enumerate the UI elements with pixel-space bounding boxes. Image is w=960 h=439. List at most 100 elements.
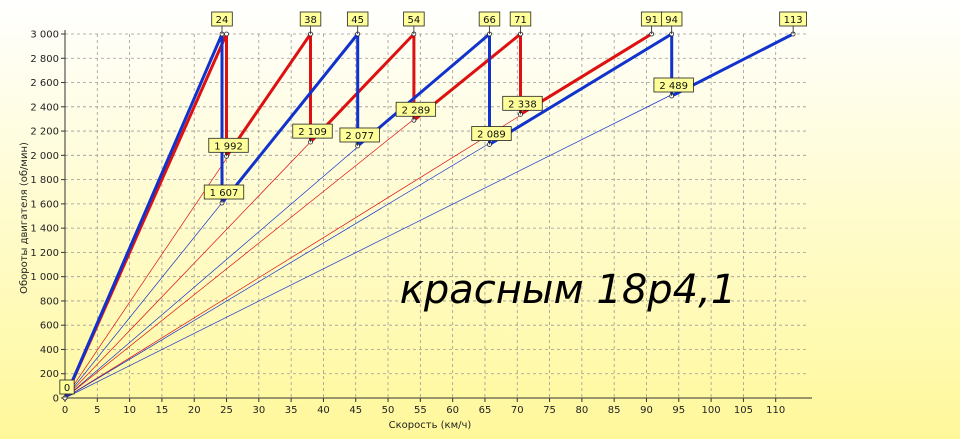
data-label-box bbox=[509, 11, 532, 27]
x-tick-label: 110 bbox=[766, 405, 785, 416]
data-label-text: 71 bbox=[514, 15, 527, 26]
x-tick-label: 60 bbox=[446, 405, 459, 416]
x-tick-label: 50 bbox=[382, 405, 395, 416]
data-label-box bbox=[403, 11, 425, 27]
y-tick-label: 800 bbox=[40, 296, 59, 307]
data-label-box bbox=[299, 11, 322, 27]
data-label-2489: 2 489 bbox=[653, 77, 694, 97]
x-tick-label: 55 bbox=[414, 405, 427, 416]
data-point-red bbox=[224, 31, 229, 37]
data-label-text: 2 289 bbox=[402, 105, 431, 116]
y-tick-label: 1 000 bbox=[30, 272, 59, 283]
data-label-box bbox=[779, 11, 807, 27]
data-label-box bbox=[660, 11, 683, 27]
x-tick-label: 105 bbox=[734, 405, 753, 416]
data-label-text: 45 bbox=[351, 15, 364, 26]
data-label-text: 24 bbox=[216, 15, 229, 26]
data-label-text: 66 bbox=[483, 15, 496, 26]
data-label-text: 2 489 bbox=[659, 81, 688, 92]
y-tick-label: 3 000 bbox=[30, 30, 59, 41]
y-axis-label: Обороты двигателя (об/мин) bbox=[19, 142, 30, 294]
data-label-text: 1 992 bbox=[214, 141, 243, 152]
data-label-text: 113 bbox=[784, 15, 803, 26]
data-label-text: 2 089 bbox=[477, 130, 506, 141]
series-blue bbox=[63, 32, 794, 399]
y-tick-label: 1 400 bbox=[30, 224, 59, 235]
y-tick-label: 2 000 bbox=[30, 151, 59, 162]
series-red bbox=[63, 32, 653, 399]
x-axis-label: Скорость (км/ч) bbox=[389, 420, 472, 431]
data-label-box bbox=[502, 95, 543, 111]
data-label-24: 24 bbox=[211, 11, 233, 34]
tick-labels: 0 5 10 15 20 25 30 35 40 45 50 55 60 65 70 75 80 85 90 95 10… bbox=[30, 30, 785, 417]
x-tick-label: 25 bbox=[220, 405, 233, 416]
data-label-box bbox=[653, 77, 694, 93]
y-tick-label: 600 bbox=[40, 321, 59, 332]
data-label-2338: 2 338 bbox=[502, 95, 543, 115]
data-label-2077: 2 077 bbox=[339, 127, 380, 146]
data-label-2089: 2 089 bbox=[471, 126, 512, 145]
data-label-1607: 1 607 bbox=[203, 184, 245, 204]
x-tick-label: 80 bbox=[576, 405, 589, 416]
data-label-38: 38 bbox=[299, 11, 322, 34]
y-tick-label: 1 200 bbox=[30, 248, 59, 259]
x-tick-label: 100 bbox=[702, 405, 721, 416]
data-label-text: 2 338 bbox=[508, 99, 537, 110]
data-label-text: 94 bbox=[665, 15, 678, 26]
data-labels: 24 38 45 54 66 71 91 94 113 1 992 1 607 2 109 2 077 2… bbox=[59, 11, 807, 398]
data-label-text: 0 bbox=[64, 383, 70, 394]
data-label-box bbox=[59, 379, 75, 395]
annotation-text: красным 18р4,1 bbox=[400, 267, 737, 313]
y-tick-label: 1 600 bbox=[30, 199, 59, 210]
data-label-1992: 1 992 bbox=[208, 137, 249, 157]
data-label-0: 0 bbox=[59, 379, 75, 398]
x-tick-label: 5 bbox=[94, 405, 100, 416]
y-tick-label: 2 800 bbox=[30, 54, 59, 65]
x-tick-label: 0 bbox=[62, 405, 68, 416]
data-label-text: 91 bbox=[645, 15, 658, 26]
x-tick-label: 35 bbox=[285, 405, 298, 416]
data-label-2289: 2 289 bbox=[395, 101, 437, 121]
x-tick-label: 70 bbox=[511, 405, 524, 416]
x-tick-label: 65 bbox=[479, 405, 492, 416]
data-label-45: 45 bbox=[346, 11, 369, 34]
x-tick-label: 10 bbox=[123, 405, 136, 416]
data-label-box bbox=[339, 127, 380, 143]
y-tick-label: 2 200 bbox=[30, 127, 59, 138]
x-tick-label: 45 bbox=[349, 405, 362, 416]
y-tick-label: 400 bbox=[40, 345, 59, 356]
series bbox=[62, 31, 796, 401]
x-tick-label: 95 bbox=[672, 405, 685, 416]
data-label-box bbox=[292, 123, 333, 139]
data-label-71: 71 bbox=[509, 11, 532, 34]
data-label-text: 54 bbox=[408, 15, 421, 26]
x-tick-label: 15 bbox=[156, 405, 169, 416]
data-label-text: 2 109 bbox=[298, 127, 327, 138]
y-tick-label: 1 800 bbox=[30, 175, 59, 186]
data-label-box bbox=[203, 184, 245, 200]
x-tick-label: 20 bbox=[188, 405, 201, 416]
data-label-54: 54 bbox=[403, 11, 425, 34]
data-label-box bbox=[211, 11, 233, 27]
y-tick-label: 200 bbox=[40, 369, 59, 380]
y-tick-label: 2 600 bbox=[30, 78, 59, 89]
data-label-text: 2 077 bbox=[345, 131, 374, 142]
data-label-66: 66 bbox=[478, 11, 501, 34]
data-label-2109: 2 109 bbox=[292, 123, 333, 143]
x-tick-label: 75 bbox=[543, 405, 556, 416]
data-label-94: 94 bbox=[660, 11, 683, 34]
data-label-box bbox=[395, 101, 437, 117]
x-tick-label: 90 bbox=[640, 405, 653, 416]
data-label-box bbox=[346, 11, 369, 27]
x-tick-label: 30 bbox=[252, 405, 265, 416]
x-tick-label: 40 bbox=[317, 405, 330, 416]
data-label-text: 1 607 bbox=[210, 188, 239, 199]
data-label-box bbox=[471, 126, 512, 141]
data-label-box bbox=[208, 137, 249, 153]
data-label-text: 38 bbox=[304, 15, 317, 26]
y-tick-label: 2 400 bbox=[30, 102, 59, 113]
data-label-box bbox=[478, 11, 501, 27]
y-tick-label: 0 bbox=[53, 394, 59, 405]
